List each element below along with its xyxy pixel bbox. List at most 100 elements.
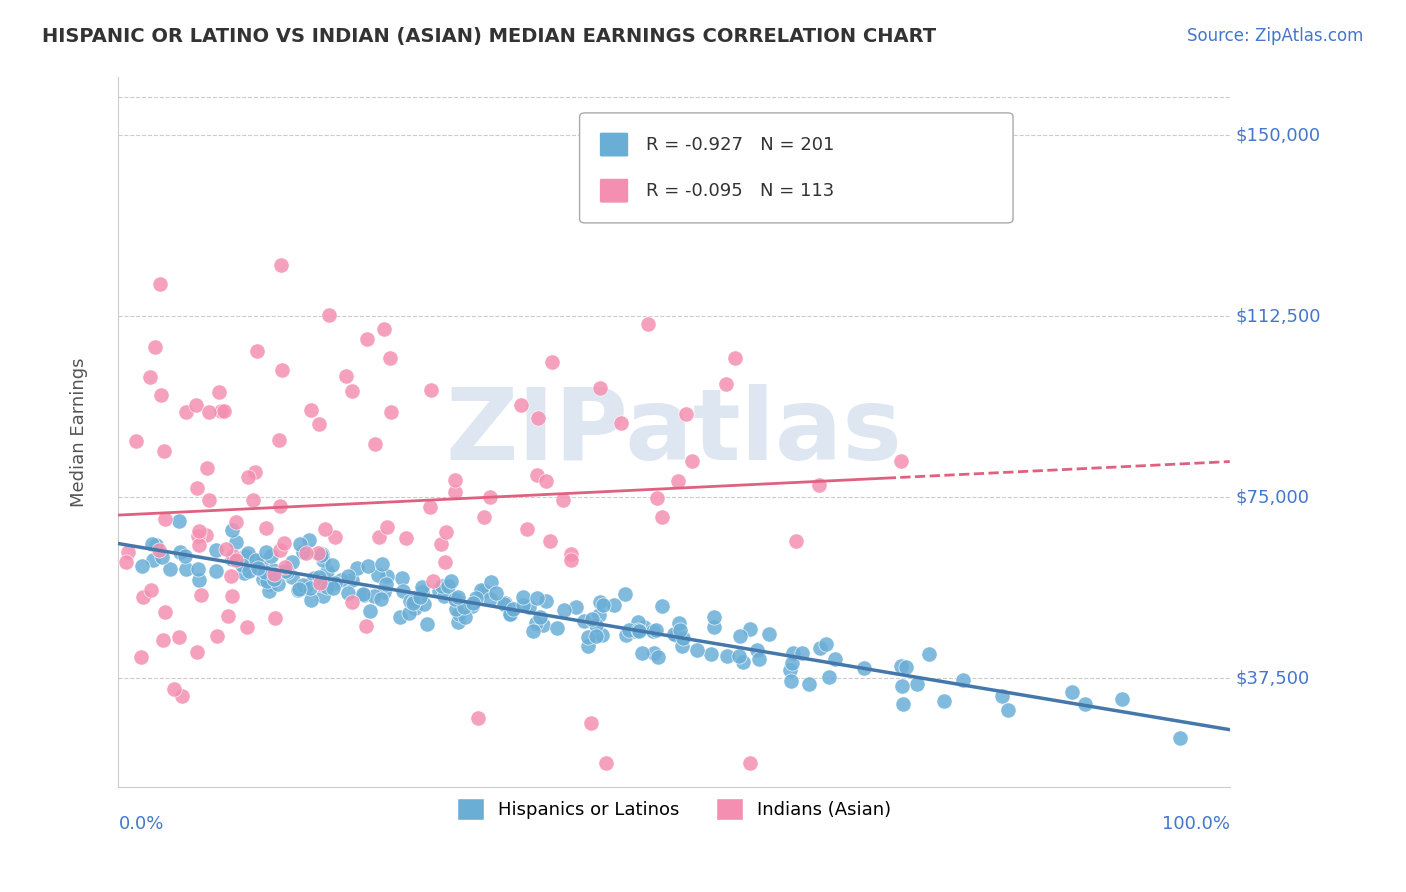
Point <box>221 569 243 583</box>
Point <box>797 677 820 691</box>
Point <box>254 521 277 535</box>
Point <box>512 598 534 612</box>
Point <box>404 601 426 615</box>
Point <box>311 548 333 562</box>
Point <box>149 388 172 402</box>
Point <box>588 608 610 623</box>
Point <box>724 351 747 366</box>
Point <box>337 586 360 600</box>
Point <box>461 596 484 610</box>
Point <box>375 569 398 583</box>
Point <box>259 583 281 598</box>
Point <box>780 673 803 688</box>
Point <box>238 564 260 578</box>
Point <box>852 661 875 675</box>
Point <box>141 536 163 550</box>
Point <box>342 573 364 587</box>
Point <box>302 571 325 585</box>
Point <box>174 405 197 419</box>
Point <box>204 542 226 557</box>
Point <box>254 565 277 579</box>
Point <box>148 542 170 557</box>
Point <box>512 591 534 605</box>
Point <box>287 582 309 596</box>
Point <box>434 524 457 539</box>
Point <box>398 606 420 620</box>
Point <box>896 660 918 674</box>
Point <box>235 549 257 564</box>
Point <box>259 576 281 591</box>
Point <box>509 398 531 412</box>
Point <box>782 646 804 660</box>
Point <box>409 590 432 604</box>
Point <box>991 689 1014 703</box>
Point <box>250 556 273 570</box>
Point <box>716 649 738 664</box>
Point <box>187 538 209 552</box>
Point <box>616 628 638 642</box>
Point <box>132 591 155 605</box>
FancyBboxPatch shape <box>579 113 1014 223</box>
Point <box>890 659 912 673</box>
Point <box>472 584 495 599</box>
Point <box>263 572 285 586</box>
Point <box>643 624 665 639</box>
Point <box>453 610 475 624</box>
Point <box>221 523 243 537</box>
Point <box>131 559 153 574</box>
Point <box>808 478 831 492</box>
Point <box>311 577 333 591</box>
Point <box>292 545 315 559</box>
Point <box>595 756 617 770</box>
Point <box>299 403 322 417</box>
Point <box>186 645 208 659</box>
Point <box>167 630 190 644</box>
Point <box>591 628 613 642</box>
Point <box>516 522 538 536</box>
Point <box>129 649 152 664</box>
Point <box>589 381 612 395</box>
Point <box>531 618 554 632</box>
Point <box>367 568 389 582</box>
Point <box>672 632 695 646</box>
Point <box>529 609 551 624</box>
Text: $150,000: $150,000 <box>1236 127 1320 145</box>
Point <box>479 591 502 606</box>
Point <box>172 689 194 703</box>
Point <box>159 562 181 576</box>
Point <box>668 616 690 631</box>
Point <box>139 369 162 384</box>
Text: $37,500: $37,500 <box>1236 669 1309 688</box>
Point <box>269 499 291 513</box>
Point <box>153 444 176 458</box>
Point <box>1111 692 1133 706</box>
Point <box>287 582 309 597</box>
Point <box>298 533 321 548</box>
Point <box>188 524 211 538</box>
Point <box>269 542 291 557</box>
Point <box>352 587 374 601</box>
Point <box>824 652 846 666</box>
Point <box>714 377 737 392</box>
Point <box>375 519 398 533</box>
Point <box>703 610 725 624</box>
Point <box>274 564 297 578</box>
Point <box>217 608 239 623</box>
Point <box>406 590 429 604</box>
Point <box>149 277 172 291</box>
Point <box>174 549 197 563</box>
Point <box>115 555 138 569</box>
Point <box>198 492 221 507</box>
Point <box>627 615 650 630</box>
Point <box>685 643 707 657</box>
Point <box>368 530 391 544</box>
Point <box>252 572 274 586</box>
Point <box>502 602 524 616</box>
Text: R = -0.927   N = 201: R = -0.927 N = 201 <box>647 136 835 153</box>
Point <box>264 611 287 625</box>
Point <box>225 535 247 549</box>
Point <box>627 624 650 639</box>
Point <box>169 514 191 528</box>
Point <box>267 577 290 591</box>
Point <box>485 586 508 600</box>
